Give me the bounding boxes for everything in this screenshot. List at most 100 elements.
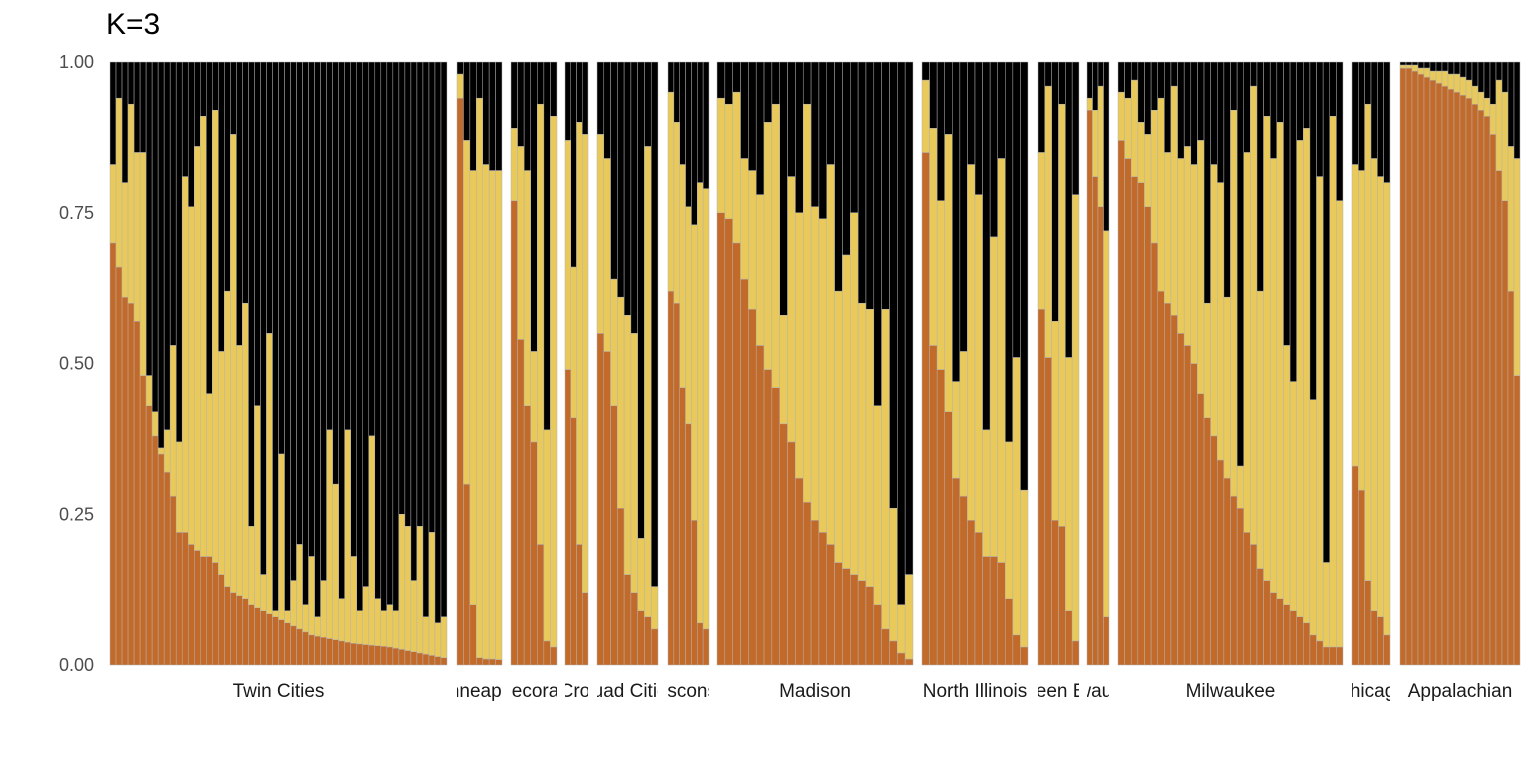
- bar-segment-cluster3: [157, 61, 165, 449]
- bar-segment-cluster1: [865, 586, 875, 666]
- bar-segment-cluster3: [212, 61, 219, 111]
- bar-segment-cluster2: [1296, 140, 1304, 618]
- bar-segment-cluster3: [673, 61, 680, 123]
- population-panel: Madison: [716, 61, 914, 702]
- bar-segment-cluster1: [523, 405, 531, 666]
- bar-segment-cluster2: [278, 453, 285, 621]
- bar-segment-cluster1: [1423, 76, 1431, 666]
- bar-segment-cluster2: [1276, 122, 1284, 599]
- bar-segment-cluster3: [380, 61, 388, 611]
- bar-segment-cluster1: [181, 532, 189, 666]
- bar-segment-cluster1: [1137, 182, 1145, 666]
- bar-segment-cluster1: [1489, 134, 1497, 666]
- bar-segment-cluster1: [771, 387, 780, 666]
- bar-segment-cluster3: [818, 61, 828, 220]
- bar-segment-cluster3: [564, 61, 571, 141]
- bar-segment-cluster2: [115, 97, 123, 268]
- bar-segment-cluster1: [610, 405, 618, 666]
- bar-segment-cluster2: [1065, 357, 1073, 611]
- bar-segment-cluster1: [974, 532, 983, 666]
- bar-segment-cluster3: [242, 61, 249, 304]
- bar-segment-cluster1: [440, 657, 448, 666]
- bar-segment-cluster3: [1329, 61, 1337, 117]
- bar-segment-cluster1: [133, 321, 141, 666]
- bar-segment-cluster3: [463, 61, 471, 141]
- bar-segment-cluster1: [802, 501, 812, 666]
- bar-segment-cluster2: [410, 580, 418, 652]
- bar-segment-cluster1: [576, 544, 583, 666]
- bar-segment-cluster1: [889, 640, 898, 666]
- bar-segment-cluster3: [290, 61, 297, 581]
- bar-segment-cluster2: [1097, 85, 1104, 207]
- bar-segment-cluster3: [368, 61, 376, 437]
- bar-segment-cluster1: [795, 477, 804, 666]
- bar-segment-cluster2: [133, 152, 141, 322]
- bar-segment-cluster3: [1322, 61, 1331, 563]
- bar-segment-cluster3: [610, 61, 618, 280]
- bar-segment-cluster3: [617, 61, 625, 298]
- bar-segment-cluster2: [284, 610, 291, 624]
- bar-segment-cluster1: [1012, 634, 1021, 666]
- bar-segment-cluster3: [127, 61, 135, 105]
- bar-segment-cluster1: [1296, 616, 1304, 666]
- bar-segment-cluster3: [691, 61, 698, 226]
- bar-segment-cluster1: [488, 658, 496, 666]
- bar-segment-cluster3: [1501, 61, 1509, 93]
- bar-segment-cluster3: [469, 61, 477, 171]
- population-panel: Twin Cities: [109, 61, 448, 702]
- bar-segment-cluster3: [1263, 61, 1271, 117]
- bar-segment-cluster2: [637, 538, 645, 611]
- bar-segment-cluster2: [368, 435, 376, 646]
- bar-segment-cluster1: [1092, 176, 1099, 666]
- bar-segment-cluster2: [857, 302, 867, 581]
- bar-segment-cluster3: [603, 61, 611, 159]
- bar-segment-cluster1: [362, 644, 370, 666]
- bar-segment-cluster2: [404, 526, 412, 651]
- bar-segment-cluster2: [1071, 194, 1080, 642]
- bar-segment-cluster2: [997, 158, 1006, 563]
- bar-segment-cluster3: [1256, 61, 1264, 292]
- bar-segment-cluster2: [530, 351, 538, 443]
- y-tick-label: 0.00: [59, 655, 94, 675]
- population-label: La Crosse: [533, 681, 620, 702]
- bar-segment-cluster1: [1383, 634, 1391, 666]
- bar-segment-cluster1: [1358, 489, 1365, 666]
- bar-segment-cluster3: [644, 61, 652, 147]
- bar-segment-cluster3: [1383, 61, 1391, 183]
- bar-segment-cluster3: [576, 61, 583, 123]
- bar-segment-cluster1: [596, 333, 605, 666]
- bar-segment-cluster2: [1471, 85, 1479, 105]
- population-panel: Decorah: [510, 61, 558, 702]
- population-panel: Wisconsin: [667, 61, 710, 702]
- bar-segment-cluster1: [1256, 568, 1264, 666]
- bar-segment-cluster3: [495, 61, 503, 171]
- bar-segment-cluster1: [1103, 616, 1110, 666]
- bar-segment-cluster2: [1417, 67, 1425, 75]
- bar-segment-cluster3: [1058, 61, 1066, 105]
- bar-segment-cluster3: [1513, 61, 1521, 159]
- bar-segment-cluster3: [115, 61, 123, 99]
- bar-segment-cluster3: [1236, 61, 1244, 467]
- bar-segment-cluster3: [392, 61, 400, 611]
- bar-segment-cluster1: [1086, 109, 1093, 666]
- bar-segment-cluster2: [732, 91, 741, 244]
- bar-segment-cluster2: [1044, 85, 1052, 358]
- bar-segment-cluster2: [356, 610, 364, 645]
- bar-segment-cluster2: [921, 79, 930, 153]
- population-panel: La Crosse: [533, 61, 620, 702]
- bar-segment-cluster1: [564, 369, 571, 666]
- bar-segment-cluster3: [1005, 61, 1014, 443]
- bar-segment-cluster2: [936, 200, 945, 370]
- bar-segment-cluster1: [748, 308, 757, 666]
- bar-segment-cluster1: [224, 586, 231, 666]
- bar-segment-cluster2: [1263, 116, 1271, 581]
- bar-segment-cluster1: [1170, 315, 1178, 666]
- bar-segment-cluster1: [936, 369, 945, 666]
- bar-segment-cluster3: [1459, 61, 1467, 78]
- bar-segment-cluster1: [1210, 435, 1218, 666]
- bar-segment-cluster2: [1144, 134, 1152, 207]
- population-panel: Quad Cities: [596, 61, 659, 702]
- population-panel: Minneapolis: [456, 61, 503, 702]
- bar-segment-cluster1: [236, 595, 243, 666]
- bar-segment-cluster2: [617, 296, 625, 509]
